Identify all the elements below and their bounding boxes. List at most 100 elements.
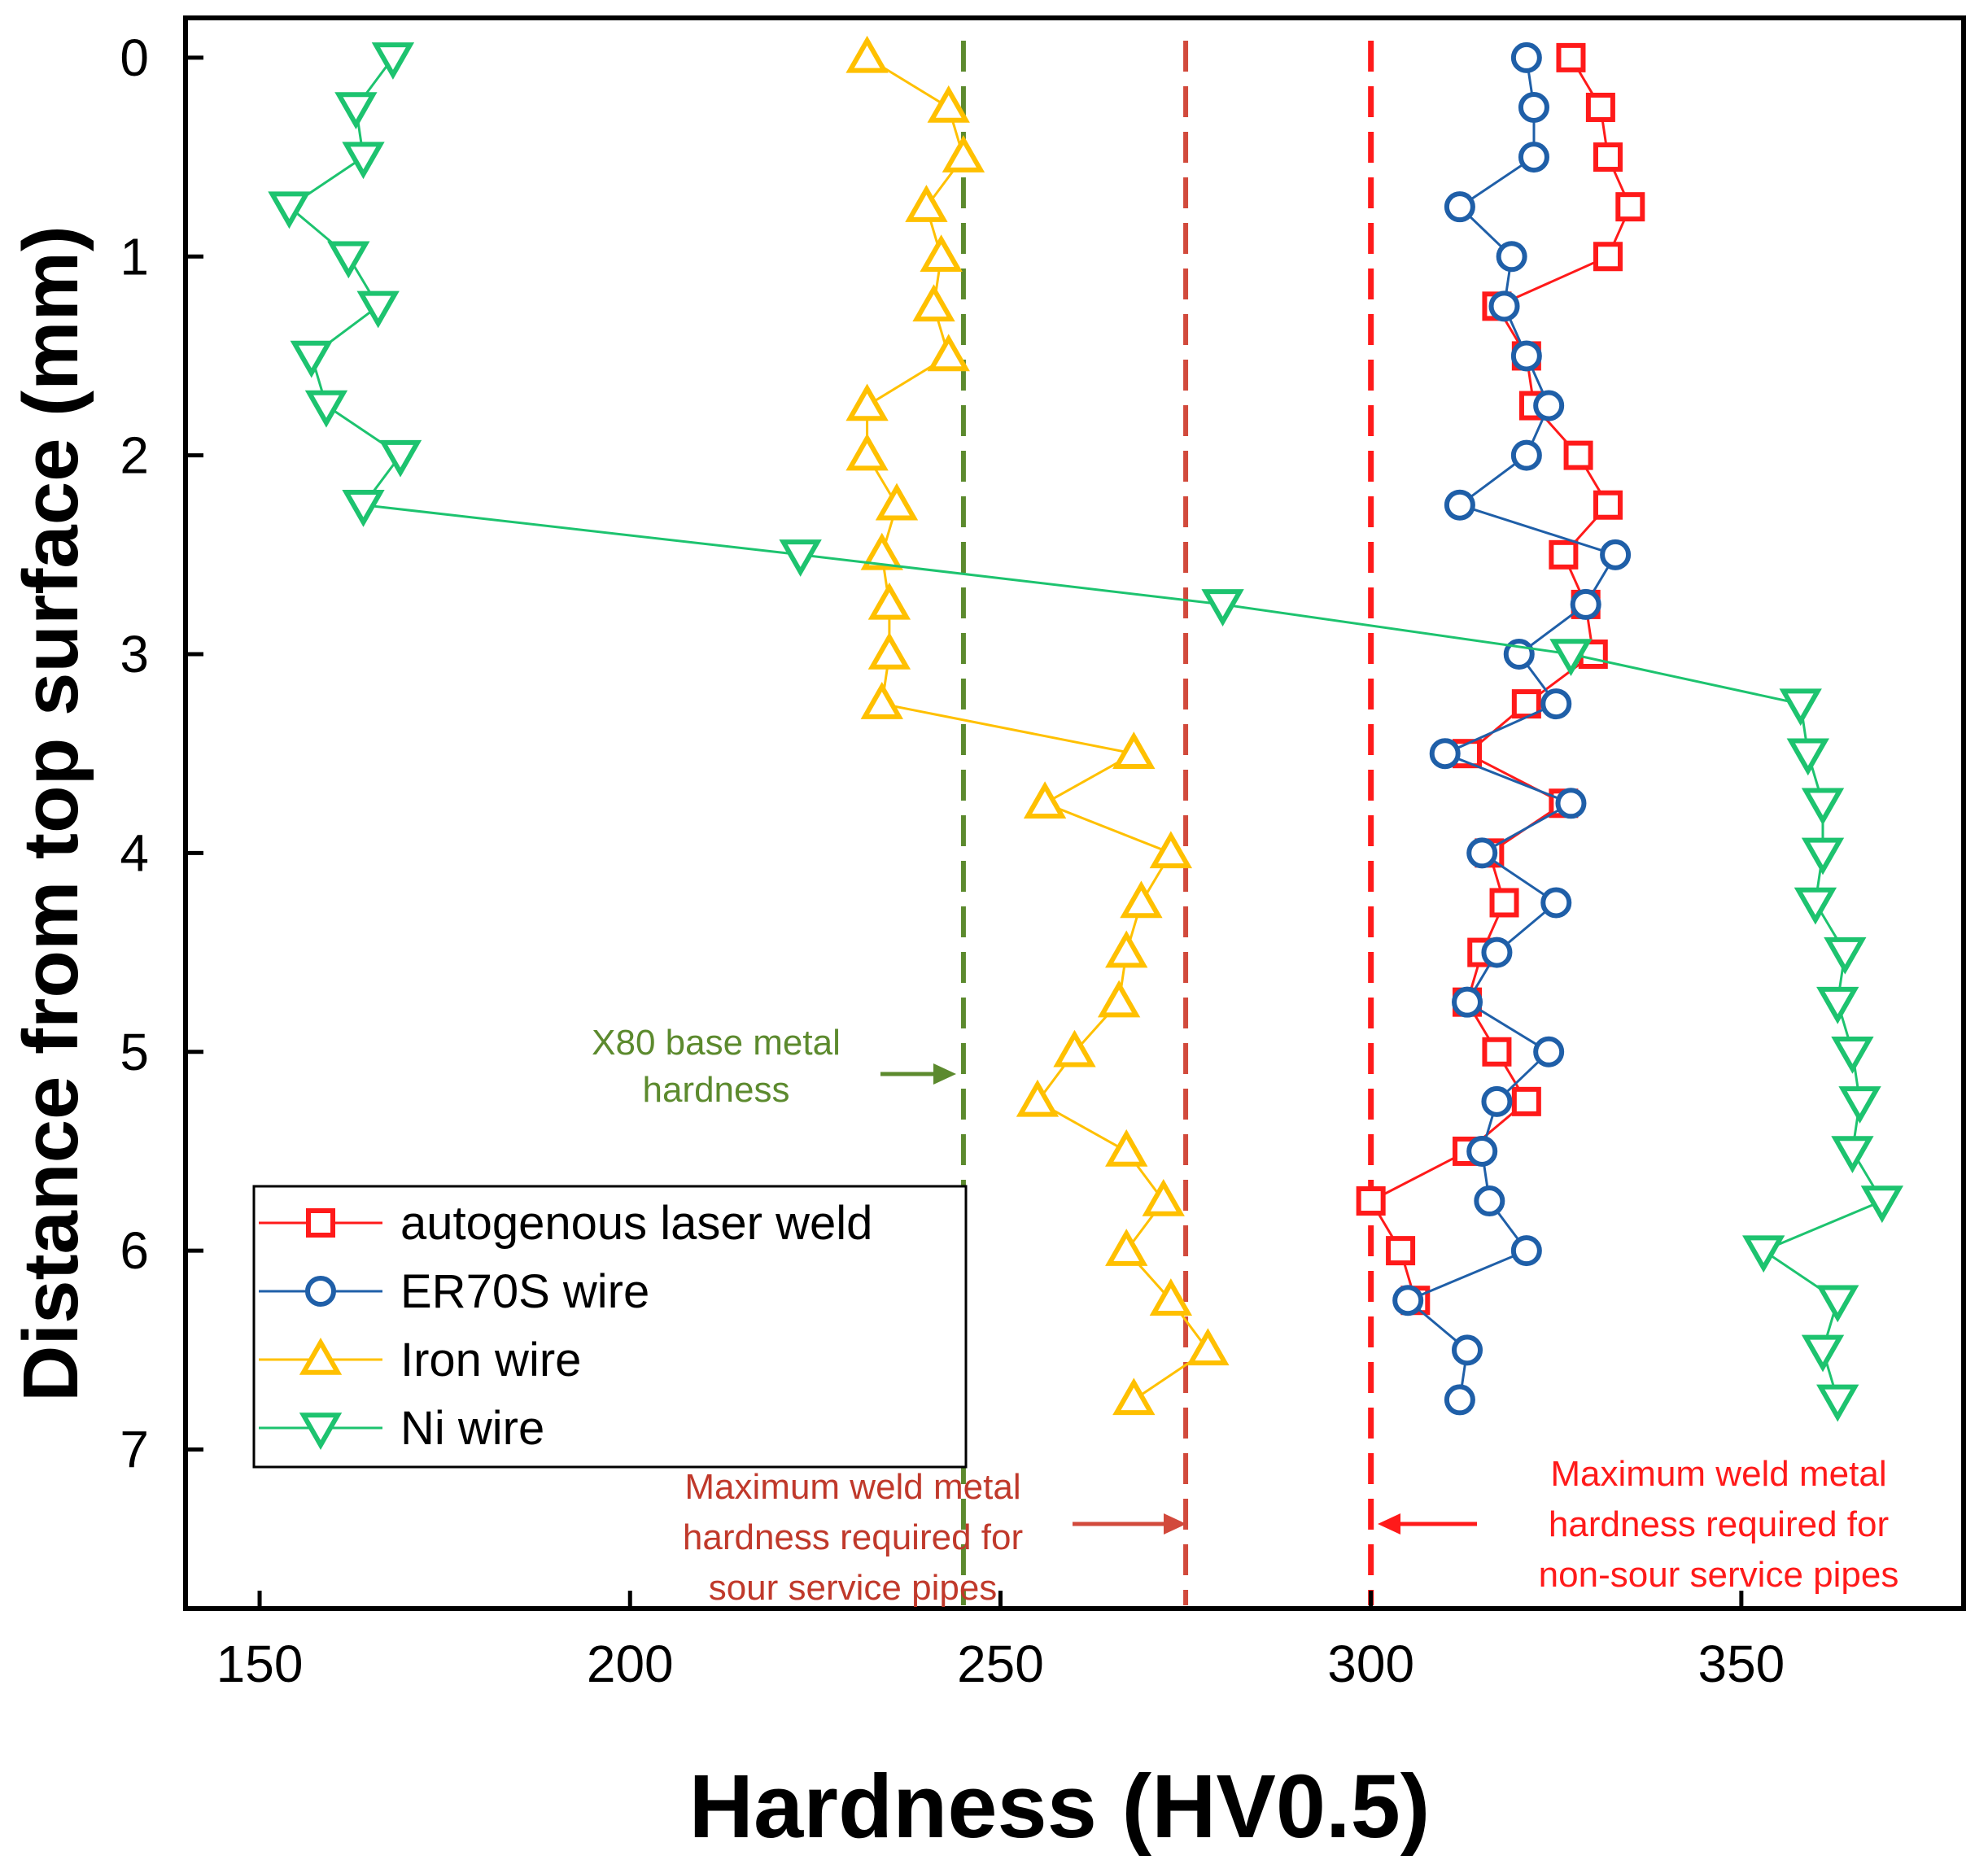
legend-box [252, 1185, 968, 1469]
point-ni-wire-26 [1801, 1334, 1845, 1373]
point-iron-wire-26 [1186, 1328, 1230, 1366]
data-series [268, 35, 1904, 1422]
point-er70s-wire-2 [1518, 142, 1549, 173]
legend-label-autogenous-laser-weld: autogenous laser weld [400, 1197, 872, 1250]
point-er70s-wire-15 [1555, 788, 1587, 819]
point-iron-wire-16 [1149, 831, 1193, 869]
point-ni-wire-21 [1838, 1086, 1881, 1124]
point-autogenous-laser-weld-24 [1386, 1236, 1416, 1266]
point-er70s-wire-11 [1570, 588, 1601, 620]
point-ni-wire-25 [1816, 1285, 1859, 1323]
point-ni-wire-10 [779, 539, 822, 577]
point-er70s-wire-13 [1540, 688, 1572, 720]
point-ni-wire-7 [304, 390, 348, 428]
series-line-er70s-wire [1405, 57, 1618, 1400]
y-axis-title: Distance from top surface (mm) [7, 225, 94, 1402]
point-er70s-wire-1 [1518, 91, 1549, 123]
axis-ticks: 150 200 250 300 350 0 1 2 3 4 5 6 7 [120, 28, 1785, 1693]
point-autogenous-laser-weld-8 [1563, 440, 1593, 470]
point-er70s-wire-6 [1510, 340, 1542, 372]
point-iron-wire-4 [920, 234, 963, 272]
point-autogenous-laser-weld-9 [1593, 490, 1623, 520]
legend-label-er70s-wire: ER70S wire [400, 1265, 649, 1318]
point-ni-wire-0 [371, 42, 415, 80]
y-tick-label-4: 4 [120, 823, 149, 882]
legend-marker-iron-wire [299, 1337, 343, 1375]
point-ni-wire-13 [1779, 688, 1822, 727]
point-iron-wire-3 [905, 185, 948, 222]
sour-annotation-line3: sour service pipes [709, 1568, 998, 1608]
nonsour-arrow-head [1378, 1513, 1400, 1535]
point-ni-wire-15 [1801, 788, 1845, 826]
legend-marker-ni-wire [299, 1412, 343, 1451]
y-tick-label-0: 0 [120, 28, 149, 87]
point-er70s-wire-19 [1452, 986, 1483, 1018]
point-ni-wire-17 [1794, 887, 1837, 925]
point-ni-wire-1 [334, 92, 378, 130]
point-iron-wire-14 [1112, 731, 1156, 769]
point-ni-wire-3 [268, 191, 311, 229]
point-er70s-wire-5 [1488, 290, 1520, 322]
point-er70s-wire-17 [1540, 887, 1572, 919]
nonsour-annotation-line1: Maximum weld metal [1550, 1454, 1886, 1494]
point-ni-wire-24 [1742, 1235, 1785, 1273]
x80-arrow-head [933, 1063, 956, 1085]
point-ni-wire-8 [378, 439, 422, 478]
point-er70s-wire-27 [1444, 1384, 1475, 1416]
point-er70s-wire-24 [1510, 1235, 1542, 1267]
point-autogenous-laser-weld-0 [1556, 42, 1586, 72]
y-tick-label-3: 3 [120, 625, 149, 683]
point-ni-wire-14 [1786, 738, 1829, 776]
point-iron-wire-9 [875, 482, 919, 521]
point-er70s-wire-25 [1392, 1285, 1424, 1316]
y-tick-label-6: 6 [120, 1221, 149, 1280]
point-ni-wire-16 [1801, 837, 1845, 875]
point-iron-wire-25 [1149, 1278, 1193, 1316]
point-ni-wire-20 [1831, 1037, 1874, 1074]
point-er70s-wire-7 [1533, 390, 1565, 421]
point-ni-wire-6 [290, 340, 333, 378]
point-iron-wire-18 [1105, 930, 1148, 968]
x-tick-label-250: 250 [957, 1635, 1044, 1693]
series-line-iron-wire [866, 56, 1210, 1401]
point-iron-wire-8 [845, 433, 889, 471]
point-autogenous-laser-weld-23 [1356, 1186, 1386, 1216]
point-er70s-wire-22 [1466, 1135, 1498, 1167]
point-ni-wire-5 [356, 290, 400, 329]
point-er70s-wire-8 [1510, 439, 1542, 471]
point-autogenous-laser-weld-21 [1511, 1086, 1541, 1116]
point-iron-wire-10 [860, 532, 903, 570]
series-iron-wire [845, 35, 1230, 1416]
point-er70s-wire-18 [1481, 936, 1513, 968]
point-ni-wire-9 [342, 489, 385, 527]
legend-marker-er70s-wire [305, 1276, 336, 1307]
point-er70s-wire-14 [1429, 738, 1461, 770]
point-ni-wire-18 [1824, 936, 1867, 975]
point-iron-wire-21 [1016, 1079, 1060, 1117]
sour-annotation-line2: hardness required for [683, 1517, 1023, 1557]
point-er70s-wire-23 [1474, 1185, 1505, 1217]
point-er70s-wire-0 [1510, 41, 1542, 73]
plot-frame [183, 15, 1966, 1611]
point-iron-wire-20 [1053, 1029, 1096, 1067]
point-ni-wire-19 [1816, 986, 1859, 1024]
point-iron-wire-11 [867, 582, 911, 620]
sour-annotation: Maximum weld metal hardness required for… [683, 1467, 1186, 1608]
point-autogenous-laser-weld-17 [1489, 888, 1519, 918]
x-tick-label-150: 150 [216, 1635, 304, 1693]
sour-arrow-head [1164, 1513, 1186, 1535]
point-iron-wire-0 [845, 35, 889, 73]
point-autogenous-laser-weld-10 [1549, 539, 1579, 570]
point-er70s-wire-4 [1496, 241, 1527, 273]
sour-annotation-line1: Maximum weld metal [684, 1467, 1020, 1507]
series-autogenous-laser-weld [1356, 42, 1645, 1316]
point-ni-wire-11 [1201, 589, 1244, 627]
legend-marker-autogenous-laser-weld [306, 1208, 335, 1238]
point-iron-wire-5 [912, 284, 955, 322]
legend-label-ni-wire: Ni wire [400, 1402, 544, 1455]
point-iron-wire-13 [860, 682, 903, 719]
point-iron-wire-2 [942, 135, 985, 172]
point-ni-wire-23 [1860, 1185, 1904, 1224]
point-er70s-wire-10 [1600, 539, 1632, 570]
y-tick-label-1: 1 [120, 227, 149, 286]
